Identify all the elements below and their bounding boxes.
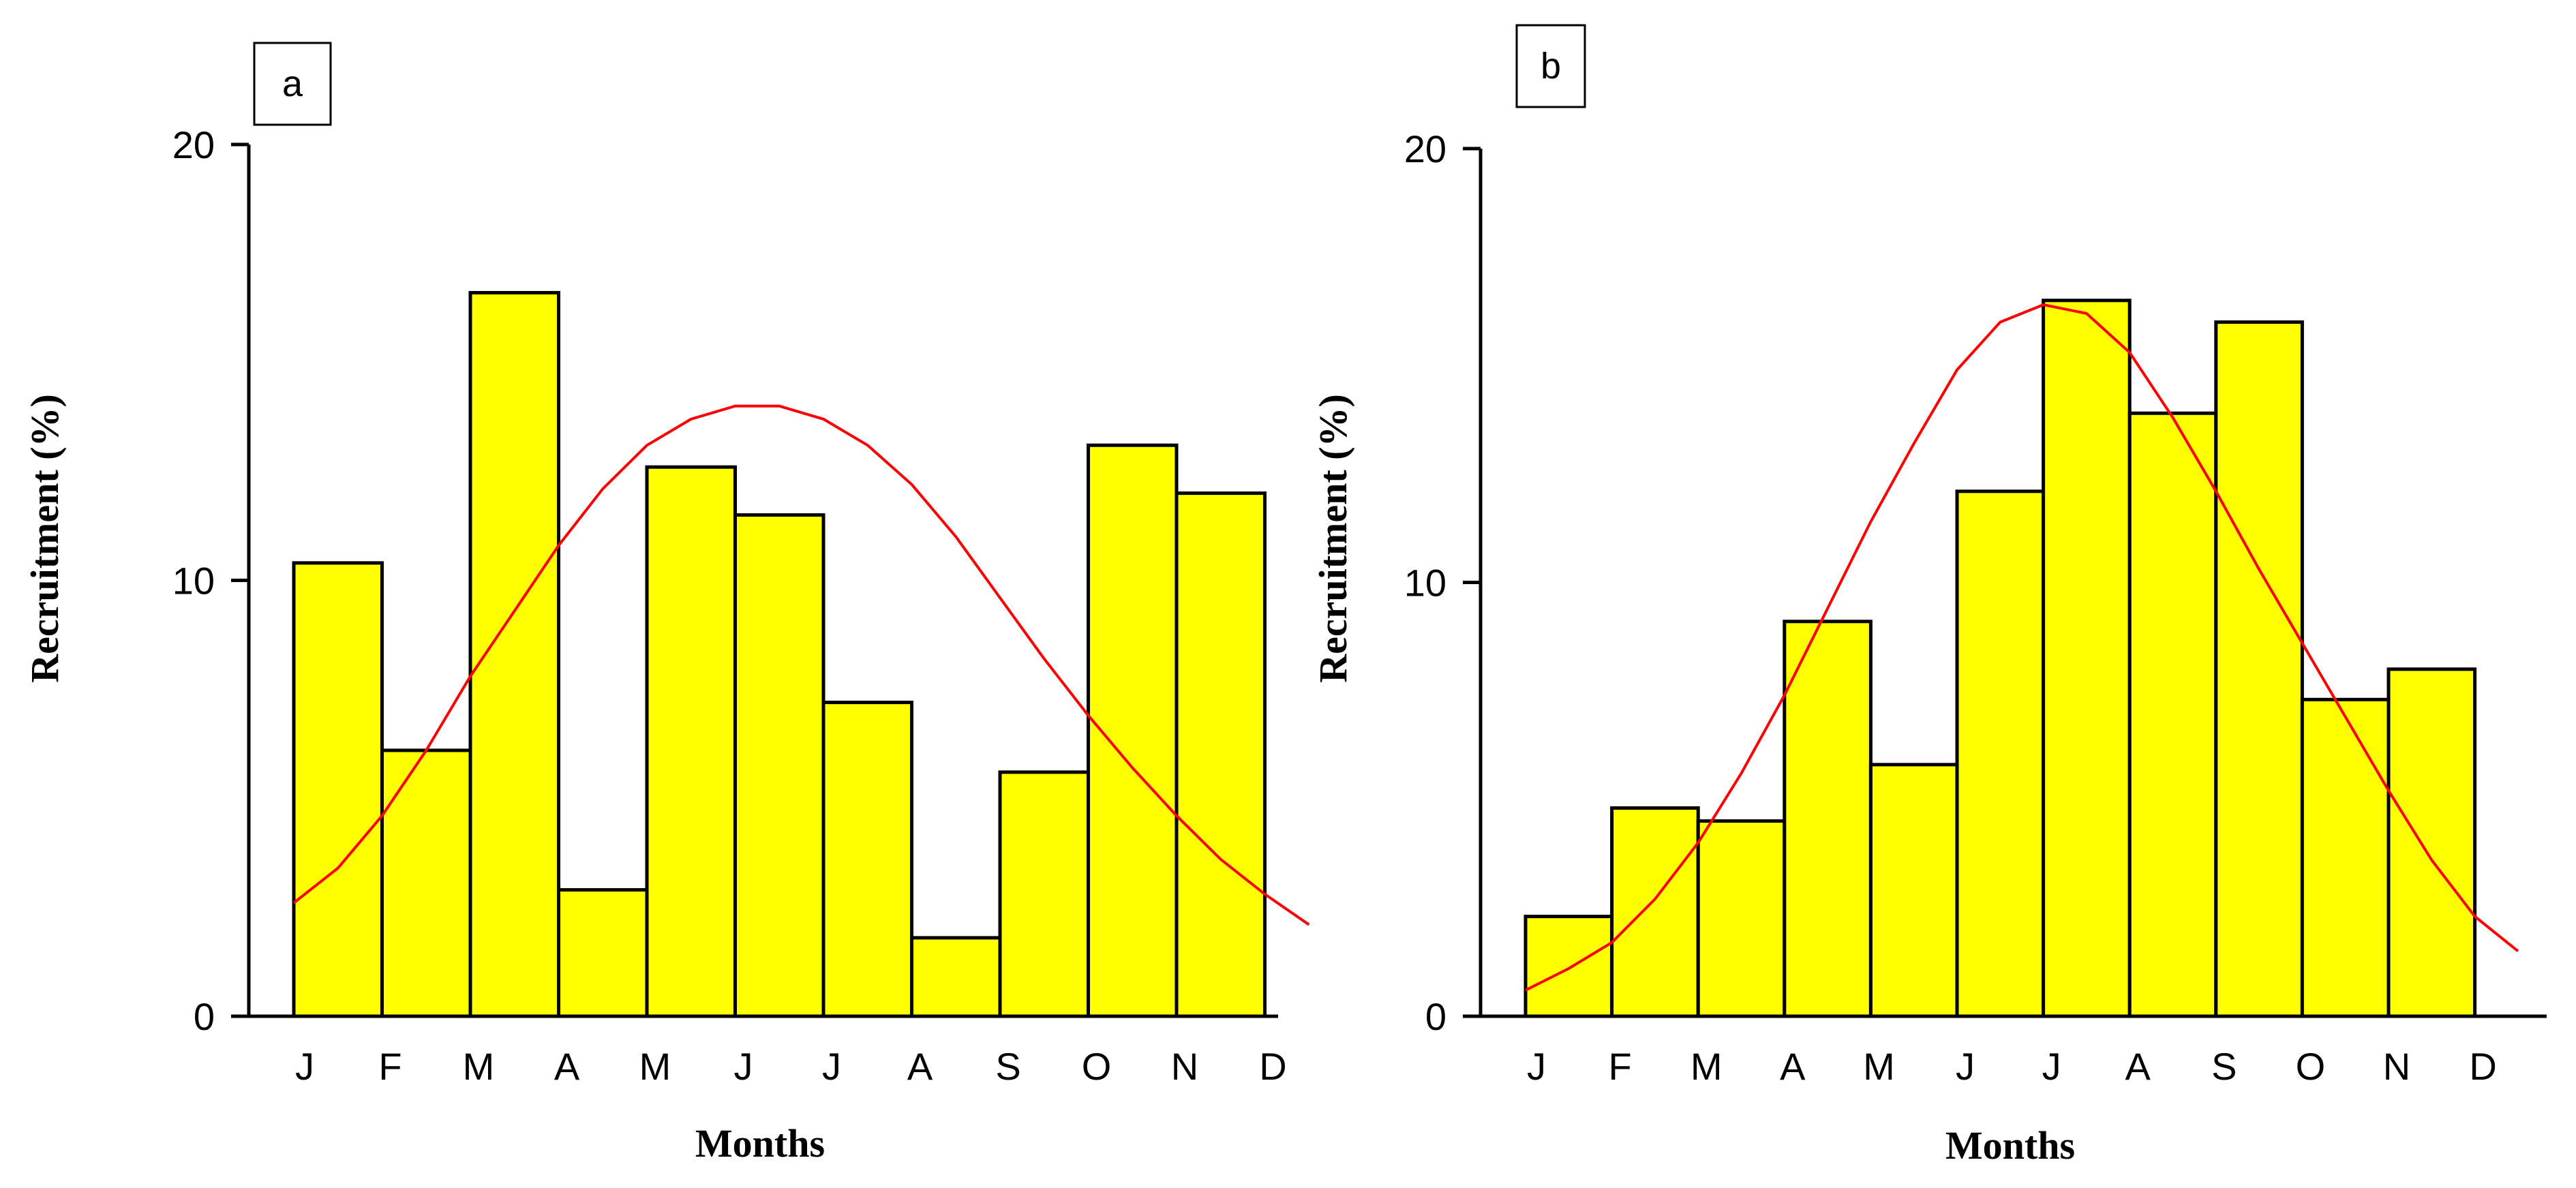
y-axis-title: Recruitment (%)	[1311, 394, 1355, 683]
bar-f-1	[380, 748, 472, 1018]
bar-j-0	[1524, 915, 1614, 1018]
fitted-curve	[292, 404, 1310, 926]
x-tick-label: J	[822, 1045, 841, 1088]
bar-j-5	[733, 513, 825, 1018]
bar-n-10	[2386, 667, 2477, 1018]
bar-m-4	[645, 465, 737, 1018]
x-axis-title: Months	[695, 1121, 825, 1166]
x-tick-label: M	[1863, 1045, 1895, 1088]
panel-tag: b	[1515, 24, 1586, 108]
x-tick-label: F	[378, 1045, 401, 1088]
x-tick-label: M	[639, 1045, 671, 1088]
y-axis-title: Recruitment (%)	[22, 394, 67, 683]
x-tick-label: J	[1956, 1045, 1975, 1088]
x-tick-label: M	[463, 1045, 495, 1088]
bar-a-7	[910, 936, 1002, 1018]
panel-b: 0 10 20 J F M A M J J A S O N D Recruitment (%) Months b	[1311, 24, 2547, 1168]
x-tick-label: D	[1259, 1045, 1286, 1088]
bar-j-6	[2042, 299, 2132, 1018]
panel-tag: a	[253, 42, 332, 126]
x-tick-label: O	[1082, 1045, 1112, 1088]
fitted-curve	[1525, 303, 2519, 992]
y-tick-label: 0	[194, 995, 215, 1038]
y-tick-label: 0	[1425, 995, 1446, 1038]
x-tick-label: O	[2296, 1045, 2326, 1088]
bar-f-1	[1610, 806, 1700, 1018]
y-tick-label: 10	[1404, 562, 1446, 605]
bar-o-9	[1087, 443, 1179, 1018]
panel-a: 0 10 20 J F M A M J J A S O N D Recruitment (%) Months a	[22, 42, 1310, 1166]
panel-tag-box	[253, 42, 332, 126]
x-tick-label: N	[2383, 1045, 2410, 1088]
x-tick-label: J	[2042, 1045, 2061, 1088]
x-axis-title: Months	[1945, 1123, 2075, 1168]
panel-tag-label: a	[282, 63, 303, 104]
x-tick-label: J	[734, 1045, 753, 1088]
x-tick-label: N	[1171, 1045, 1198, 1088]
bar-a-3	[557, 888, 649, 1018]
bar-m-2	[1696, 819, 1787, 1018]
x-tick-label: A	[2125, 1045, 2151, 1088]
panel-tag-box	[1515, 24, 1586, 108]
bar-m-4	[1868, 763, 1959, 1018]
bar-s-8	[998, 770, 1090, 1018]
x-tick-label: M	[1691, 1045, 1723, 1088]
x-tick-label: A	[554, 1045, 580, 1088]
bar-a-3	[1783, 620, 1873, 1018]
bar-s-8	[2214, 320, 2304, 1018]
x-tick-label: J	[295, 1045, 314, 1088]
x-tick-label: S	[2211, 1045, 2237, 1088]
y-tick-label: 20	[1404, 127, 1446, 170]
bar-n-10	[1175, 491, 1267, 1018]
x-tick-label: A	[907, 1045, 933, 1088]
bar-j-0	[292, 561, 384, 1018]
x-tick-label: D	[2469, 1045, 2496, 1088]
bar-j-5	[1955, 489, 2046, 1018]
x-tick-label: F	[1608, 1045, 1631, 1088]
panel-tag-label: b	[1541, 46, 1561, 87]
x-tick-label: A	[1780, 1045, 1806, 1088]
y-tick-label: 10	[172, 560, 215, 603]
y-tick-label: 20	[172, 123, 215, 166]
bar-o-9	[2300, 697, 2391, 1018]
bar-j-6	[821, 701, 913, 1018]
x-tick-label: S	[995, 1045, 1020, 1088]
bar-a-7	[2127, 411, 2218, 1018]
x-tick-label: J	[1527, 1045, 1546, 1088]
